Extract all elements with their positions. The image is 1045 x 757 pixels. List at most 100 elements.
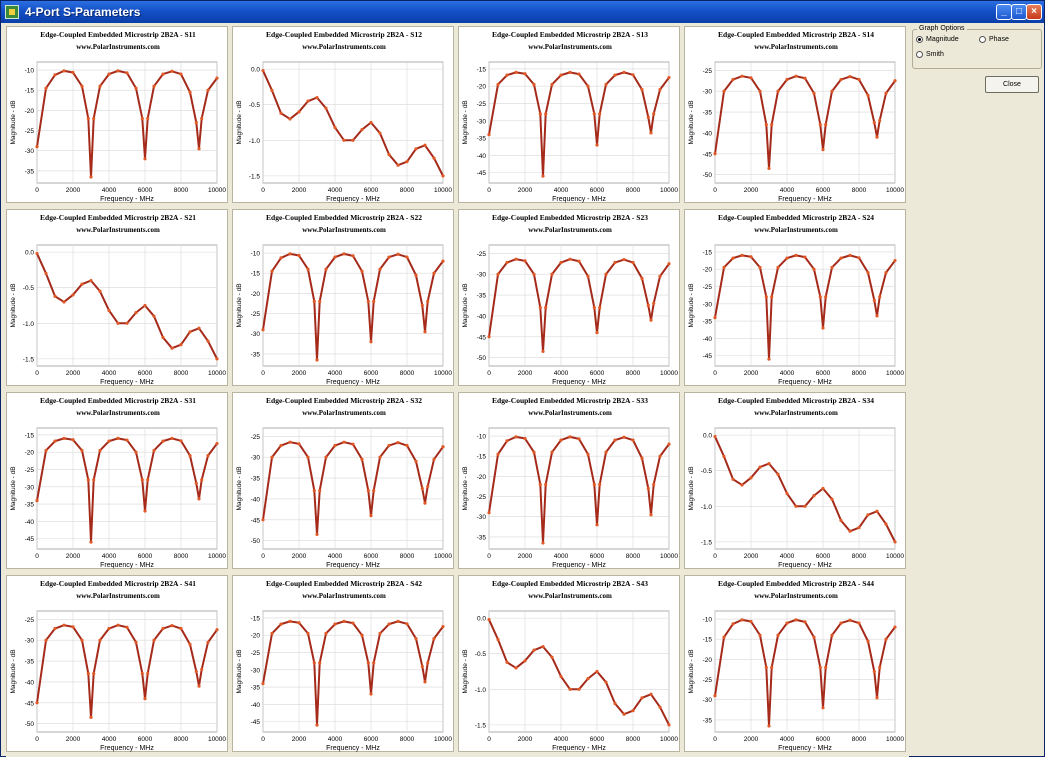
data-point bbox=[523, 72, 527, 76]
x-tick-label: 0 bbox=[713, 553, 717, 560]
data-point bbox=[541, 541, 545, 545]
y-tick-label: -25 bbox=[703, 68, 713, 75]
x-tick-label: 4000 bbox=[328, 187, 343, 194]
x-tick-label: 0 bbox=[35, 370, 39, 377]
y-tick-label: -15 bbox=[25, 88, 35, 95]
magnitude-label: Magnitude bbox=[926, 36, 959, 43]
x-axis-label: Frequency - MHz bbox=[778, 196, 832, 203]
data-point bbox=[839, 256, 843, 260]
chart-title: Edge-Coupled Embedded Microstrip 2B2A - … bbox=[492, 579, 648, 588]
data-point bbox=[722, 265, 726, 270]
data-point bbox=[514, 666, 518, 670]
data-point bbox=[351, 442, 355, 446]
chart-svg: Edge-Coupled Embedded Microstrip 2B2A - … bbox=[10, 213, 226, 386]
y-tick-label: -40 bbox=[477, 313, 487, 320]
data-point bbox=[848, 529, 852, 533]
data-point bbox=[857, 77, 861, 82]
data-point bbox=[731, 622, 735, 626]
data-point bbox=[134, 311, 138, 315]
x-tick-label: 8000 bbox=[852, 736, 867, 743]
x-tick-label: 4000 bbox=[554, 736, 569, 743]
y-tick-label: -1.0 bbox=[23, 321, 35, 328]
data-point bbox=[342, 619, 346, 623]
data-point bbox=[857, 621, 861, 625]
chart-svg: Edge-Coupled Embedded Microstrip 2B2A - … bbox=[688, 579, 904, 752]
data-point bbox=[821, 486, 825, 491]
data-point bbox=[92, 116, 96, 121]
data-point bbox=[179, 439, 183, 443]
y-tick-label: -1.0 bbox=[701, 504, 713, 511]
data-point bbox=[420, 303, 424, 308]
x-tick-label: 2000 bbox=[744, 736, 759, 743]
x-tick-label: 6000 bbox=[364, 370, 379, 377]
data-point bbox=[884, 637, 888, 641]
data-point bbox=[279, 111, 283, 115]
data-point bbox=[559, 674, 563, 679]
x-axis-label: Frequency - MHz bbox=[778, 745, 832, 752]
plot-area bbox=[488, 610, 670, 733]
magnitude-radio[interactable]: Magnitude bbox=[916, 36, 959, 43]
x-tick-label: 10000 bbox=[660, 553, 678, 560]
data-point bbox=[544, 112, 548, 116]
y-tick-label: -40 bbox=[703, 130, 713, 137]
y-tick-label: -30 bbox=[251, 667, 261, 674]
chart-subtitle: www.PolarInstruments.com bbox=[76, 226, 160, 234]
data-point bbox=[140, 671, 144, 676]
x-tick-label: 4000 bbox=[328, 370, 343, 377]
y-tick-label: -20 bbox=[25, 108, 35, 115]
data-point bbox=[215, 76, 219, 80]
plot-area bbox=[36, 244, 218, 367]
data-point bbox=[405, 443, 409, 448]
data-point bbox=[134, 450, 138, 454]
data-point bbox=[538, 112, 542, 116]
data-point bbox=[803, 255, 807, 259]
data-point bbox=[875, 314, 879, 318]
chart-panel: Edge-Coupled Embedded Microstrip 2B2A - … bbox=[6, 575, 228, 752]
radio-dot-icon bbox=[916, 36, 923, 43]
data-point bbox=[764, 122, 768, 127]
chart-svg: Edge-Coupled Embedded Microstrip 2B2A - … bbox=[236, 396, 452, 569]
data-point bbox=[170, 346, 174, 350]
chart-subtitle: www.PolarInstruments.com bbox=[754, 409, 838, 417]
app-icon bbox=[5, 5, 19, 19]
x-tick-label: 8000 bbox=[852, 553, 867, 560]
x-tick-label: 0 bbox=[487, 370, 491, 377]
data-point bbox=[884, 91, 888, 95]
data-point bbox=[387, 443, 391, 448]
close-window-button[interactable]: × bbox=[1026, 4, 1042, 20]
smith-radio[interactable]: Smith bbox=[916, 51, 944, 58]
chart-title: Edge-Coupled Embedded Microstrip 2B2A - … bbox=[266, 579, 422, 588]
data-point bbox=[315, 358, 319, 362]
data-point bbox=[414, 459, 418, 463]
chart-title: Edge-Coupled Embedded Microstrip 2B2A - … bbox=[492, 396, 648, 405]
data-point bbox=[143, 303, 147, 308]
maximize-button[interactable]: □ bbox=[1011, 4, 1027, 20]
x-tick-label: 2000 bbox=[744, 187, 759, 194]
y-tick-label: -10 bbox=[477, 434, 487, 441]
x-tick-label: 10000 bbox=[434, 736, 452, 743]
data-point bbox=[848, 75, 852, 79]
data-point bbox=[818, 295, 822, 299]
data-point bbox=[179, 343, 183, 347]
data-point bbox=[857, 256, 861, 260]
x-tick-label: 4000 bbox=[328, 736, 343, 743]
data-point bbox=[622, 70, 626, 74]
y-tick-label: -15 bbox=[703, 637, 713, 644]
x-tick-label: 2000 bbox=[518, 736, 533, 743]
data-point bbox=[652, 112, 656, 116]
data-point bbox=[306, 455, 310, 459]
chart-svg: Edge-Coupled Embedded Microstrip 2B2A - … bbox=[462, 213, 678, 386]
title-bar[interactable]: 4-Port S-Parameters _ □ × bbox=[1, 1, 1044, 23]
data-point bbox=[441, 259, 445, 263]
data-point bbox=[270, 269, 274, 273]
data-point bbox=[803, 504, 807, 508]
x-tick-label: 2000 bbox=[292, 370, 307, 377]
data-point bbox=[44, 638, 48, 642]
close-button[interactable]: Close bbox=[985, 76, 1039, 93]
minimize-button[interactable]: _ bbox=[996, 4, 1012, 20]
y-tick-label: -50 bbox=[25, 721, 35, 728]
phase-radio[interactable]: Phase bbox=[979, 36, 1009, 43]
y-tick-label: -40 bbox=[251, 702, 261, 709]
data-point bbox=[315, 723, 319, 727]
x-tick-label: 8000 bbox=[174, 553, 189, 560]
